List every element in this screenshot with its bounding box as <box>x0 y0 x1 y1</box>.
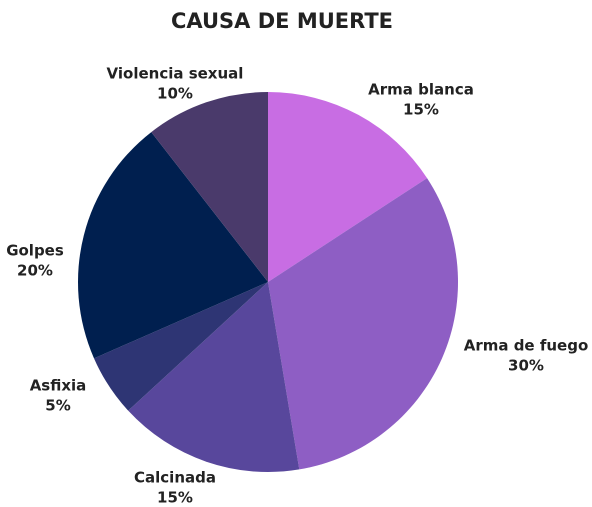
chart-title: CAUSA DE MUERTE <box>171 9 393 33</box>
slice-label: Calcinada <box>134 469 216 487</box>
slice-label: Arma de fuego <box>464 337 589 355</box>
slice-value: 15% <box>403 101 439 119</box>
slice-value: 20% <box>17 262 53 280</box>
pie-slice <box>128 282 300 472</box>
pie-slice <box>268 178 459 470</box>
slice-label: Golpes <box>6 242 64 260</box>
slice-value: 5% <box>45 397 70 415</box>
pie-slice <box>151 92 268 282</box>
slice-value: 10% <box>157 85 193 103</box>
pie-slice <box>78 132 268 359</box>
pie-slice <box>268 92 428 282</box>
pie-slice <box>94 282 268 411</box>
slice-label: Violencia sexual <box>107 65 244 83</box>
slice-value: 15% <box>157 489 193 507</box>
slice-label: Asfixia <box>30 377 87 395</box>
slice-value: 30% <box>508 357 544 375</box>
slice-label: Arma blanca <box>368 81 474 99</box>
